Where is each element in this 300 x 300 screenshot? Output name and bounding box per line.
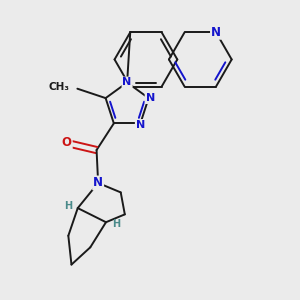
Text: N: N (122, 77, 132, 88)
Text: H: H (112, 219, 120, 229)
Text: H: H (64, 201, 72, 211)
Text: CH₃: CH₃ (49, 82, 70, 92)
Text: N: N (211, 26, 221, 39)
Text: N: N (136, 120, 145, 130)
Text: N: N (93, 176, 103, 190)
Text: O: O (62, 136, 72, 149)
Text: N: N (146, 93, 155, 103)
